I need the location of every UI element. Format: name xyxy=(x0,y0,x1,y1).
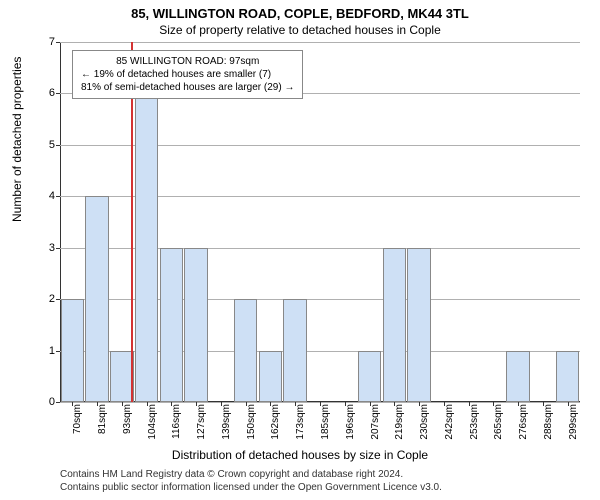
bar xyxy=(85,196,109,402)
y-tick-mark xyxy=(56,299,60,300)
x-tick-label: 185sqm xyxy=(320,404,331,454)
legend-line: ← 19% of detached houses are smaller (7) xyxy=(81,68,294,81)
x-tick-label: 265sqm xyxy=(493,404,504,454)
y-tick-label: 5 xyxy=(40,139,55,151)
x-tick-label: 253sqm xyxy=(469,404,480,454)
credits-line1: Contains HM Land Registry data © Crown c… xyxy=(60,468,442,481)
chart-container: 85, WILLINGTON ROAD, COPLE, BEDFORD, MK4… xyxy=(0,0,600,500)
x-tick-label: 162sqm xyxy=(270,404,281,454)
x-tick-label: 173sqm xyxy=(295,404,306,454)
legend-line: 81% of semi-detached houses are larger (… xyxy=(81,81,294,94)
bar xyxy=(160,248,184,402)
x-tick-label: 104sqm xyxy=(147,404,158,454)
credits-line2: Contains public sector information licen… xyxy=(60,481,442,494)
credits-text: Contains HM Land Registry data © Crown c… xyxy=(60,468,442,494)
chart-title-sub: Size of property relative to detached ho… xyxy=(0,23,600,37)
y-tick-label: 2 xyxy=(40,293,55,305)
y-tick-label: 3 xyxy=(40,242,55,254)
x-tick-label: 127sqm xyxy=(196,404,207,454)
x-tick-label: 288sqm xyxy=(543,404,554,454)
y-tick-mark xyxy=(56,93,60,94)
x-tick-label: 139sqm xyxy=(221,404,232,454)
x-tick-label: 299sqm xyxy=(568,404,579,454)
chart-title-main: 85, WILLINGTON ROAD, COPLE, BEDFORD, MK4… xyxy=(0,6,600,21)
x-tick-label: 242sqm xyxy=(444,404,455,454)
grid-line xyxy=(60,42,580,43)
x-tick-label: 276sqm xyxy=(518,404,529,454)
y-tick-mark xyxy=(56,42,60,43)
y-tick-label: 6 xyxy=(40,87,55,99)
y-tick-label: 0 xyxy=(40,396,55,408)
y-tick-mark xyxy=(56,351,60,352)
legend-box: 85 WILLINGTON ROAD: 97sqm← 19% of detach… xyxy=(72,50,303,99)
legend-line: 85 WILLINGTON ROAD: 97sqm xyxy=(81,55,294,68)
bar xyxy=(259,351,283,402)
bar xyxy=(234,299,258,402)
bar xyxy=(407,248,431,402)
x-tick-label: 70sqm xyxy=(72,404,83,454)
y-tick-mark xyxy=(56,402,60,403)
x-tick-label: 230sqm xyxy=(419,404,430,454)
y-tick-label: 4 xyxy=(40,190,55,202)
bar xyxy=(135,93,159,402)
bar xyxy=(184,248,208,402)
x-tick-label: 196sqm xyxy=(345,404,356,454)
bar xyxy=(283,299,307,402)
x-tick-label: 219sqm xyxy=(394,404,405,454)
y-tick-mark xyxy=(56,248,60,249)
bar xyxy=(358,351,382,402)
y-tick-label: 1 xyxy=(40,345,55,357)
x-tick-label: 93sqm xyxy=(122,404,133,454)
x-tick-label: 116sqm xyxy=(171,404,182,454)
x-tick-label: 150sqm xyxy=(246,404,257,454)
bar xyxy=(383,248,407,402)
x-tick-label: 81sqm xyxy=(97,404,108,454)
bar xyxy=(506,351,530,402)
y-tick-mark xyxy=(56,196,60,197)
x-tick-label: 207sqm xyxy=(370,404,381,454)
y-tick-label: 7 xyxy=(40,36,55,48)
bar xyxy=(61,299,85,402)
bar xyxy=(556,351,580,402)
y-axis-label: Number of detached properties xyxy=(10,57,24,222)
y-tick-mark xyxy=(56,145,60,146)
